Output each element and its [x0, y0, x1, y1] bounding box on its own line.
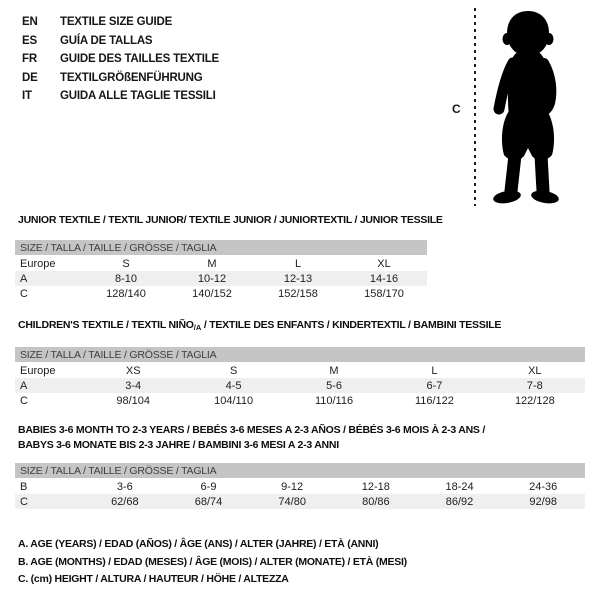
language-label: GUIDA ALLE TAGLIE TESSILI [60, 90, 216, 103]
row-label: Europe [20, 364, 56, 377]
footnote-height: C. (cm) HEIGHT / ALTURA / HAUTEUR / HÖHE… [18, 573, 289, 585]
row-label: C [20, 287, 28, 300]
language-label: TEXTILE SIZE GUIDE [60, 16, 173, 29]
table-cell: 122/128 [514, 394, 555, 407]
section-title-babies: BABIES 3-6 MONTH TO 2-3 YEARS / BEBÉS 3-… [18, 423, 485, 453]
table-cell: S [229, 364, 238, 377]
table-row: A 8-10 10-12 12-13 14-16 [15, 271, 427, 286]
footnote-age-years: A. AGE (YEARS) / EDAD (AÑOS) / ÂGE (ANS)… [18, 538, 379, 550]
table-cell: 104/110 [214, 394, 254, 407]
table-cell: 62/68 [111, 495, 139, 508]
table-cell: 158/170 [364, 287, 404, 300]
table-cell: 12-18 [361, 480, 390, 493]
table-cell: 18-24 [445, 480, 474, 493]
language-row-it: IT GUIDA ALLE TAGLIE TESSILI [22, 87, 219, 106]
table-cell: 6-7 [426, 379, 443, 392]
table-cell: 74/80 [278, 495, 306, 508]
section-title-babies-line1: BABIES 3-6 MONTH TO 2-3 YEARS / BEBÉS 3-… [18, 424, 486, 436]
row-label: Europe [20, 257, 56, 270]
table-cell: 7-8 [526, 379, 543, 392]
table-cell: L [294, 257, 302, 270]
language-code: ES [22, 34, 37, 47]
babies-size-table: SIZE / TALLA / TAILLE / GRÖSSE / TAGLIA … [15, 463, 585, 509]
table-cell: 140/152 [192, 287, 232, 300]
table-cell: S [122, 257, 130, 270]
section-title-children-sub: /A [193, 323, 202, 332]
language-row-en: EN TEXTILE SIZE GUIDE [22, 13, 219, 32]
table-cell: 24-36 [529, 480, 558, 493]
table-cell: 14-16 [369, 272, 399, 285]
table-row: C 128/140 140/152 152/158 158/170 [15, 286, 427, 301]
table-cell: 9-12 [281, 480, 304, 493]
language-list: EN TEXTILE SIZE GUIDE ES GUÍA DE TALLAS … [22, 13, 219, 106]
language-label: TEXTILGRÖßENFÜHRUNG [60, 71, 203, 84]
table-cell: XS [125, 364, 141, 377]
table-cell: M [207, 257, 217, 270]
language-code: FR [22, 53, 37, 66]
language-code: EN [22, 16, 38, 29]
size-header-bar: SIZE / TALLA / TAILLE / GRÖSSE / TAGLIA [15, 463, 585, 478]
section-title-children-suffix: / TEXTILE DES ENFANTS / KINDERTEXTIL / B… [201, 319, 502, 331]
language-label: GUIDE DES TAILLES TEXTILE [60, 53, 219, 66]
row-label: C [20, 394, 28, 407]
table-cell: 68/74 [194, 495, 223, 508]
table-row: C 62/68 68/74 74/80 80/86 86/92 92/98 [15, 494, 585, 509]
table-cell: 80/86 [362, 495, 390, 508]
junior-size-table: SIZE / TALLA / TAILLE / GRÖSSE / TAGLIA … [15, 240, 427, 301]
section-title-children: CHILDREN'S TEXTILE / TEXTIL NIÑO/A / TEX… [18, 319, 501, 332]
table-cell: XL [377, 257, 391, 270]
table-cell: 12-13 [283, 272, 313, 285]
table-cell: 4-5 [225, 379, 242, 392]
footnote-legend: A. AGE (YEARS) / EDAD (AÑOS) / ÂGE (ANS)… [18, 536, 407, 589]
section-title-junior: JUNIOR TEXTILE / TEXTIL JUNIOR/ TEXTILE … [18, 214, 443, 226]
size-header-bar: SIZE / TALLA / TAILLE / GRÖSSE / TAGLIA [15, 240, 427, 255]
height-measure-line-icon [474, 8, 476, 206]
children-size-table: SIZE / TALLA / TAILLE / GRÖSSE / TAGLIA … [15, 347, 585, 408]
language-code: DE [22, 71, 38, 84]
table-cell: 92/98 [529, 495, 557, 508]
table-cell: 8-10 [114, 272, 138, 285]
table-cell: 3-4 [125, 379, 142, 392]
section-title-babies-line2: BABYS 3-6 MONATE BIS 2-3 JAHRE / BAMBINI… [18, 439, 339, 451]
table-row: Europe S M L XL [15, 256, 427, 271]
height-label: C [452, 102, 461, 116]
table-cell: 10-12 [197, 272, 227, 285]
table-row: A 3-4 4-5 5-6 6-7 7-8 [15, 378, 585, 393]
table-cell: M [329, 364, 339, 377]
language-row-es: ES GUÍA DE TALLAS [22, 32, 219, 51]
table-row: B 3-6 6-9 9-12 12-18 18-24 24-36 [15, 479, 585, 494]
table-cell: 5-6 [326, 379, 342, 392]
table-cell: XL [528, 364, 542, 377]
table-cell: 3-6 [116, 480, 133, 493]
table-cell: L [431, 364, 438, 377]
language-code: IT [22, 90, 32, 103]
table-row: C 98/104 104/110 110/116 116/122 122/128 [15, 393, 585, 408]
language-row-fr: FR GUIDE DES TAILLES TEXTILE [22, 50, 219, 69]
table-cell: 128/140 [106, 287, 146, 300]
table-cell: 86/92 [445, 495, 474, 508]
language-row-de: DE TEXTILGRÖßENFÜHRUNG [22, 69, 219, 88]
size-header-bar: SIZE / TALLA / TAILLE / GRÖSSE / TAGLIA [15, 347, 585, 362]
row-label: C [20, 495, 28, 508]
table-cell: 6-9 [200, 480, 217, 493]
footnote-age-months: B. AGE (MONTHS) / EDAD (MESES) / ÂGE (MO… [18, 555, 407, 568]
language-label: GUÍA DE TALLAS [60, 34, 153, 47]
table-cell: 98/104 [116, 394, 151, 407]
row-label: A [20, 272, 28, 285]
toddler-silhouette-icon [483, 9, 575, 207]
table-cell: 110/116 [314, 394, 354, 407]
table-cell: 152/158 [278, 287, 318, 300]
table-cell: 116/122 [414, 394, 454, 407]
table-row: Europe XS S M L XL [15, 363, 585, 378]
row-label: A [20, 379, 28, 392]
section-title-children-prefix: CHILDREN'S TEXTILE / TEXTIL NIÑO [18, 319, 194, 331]
row-label: B [20, 480, 28, 493]
